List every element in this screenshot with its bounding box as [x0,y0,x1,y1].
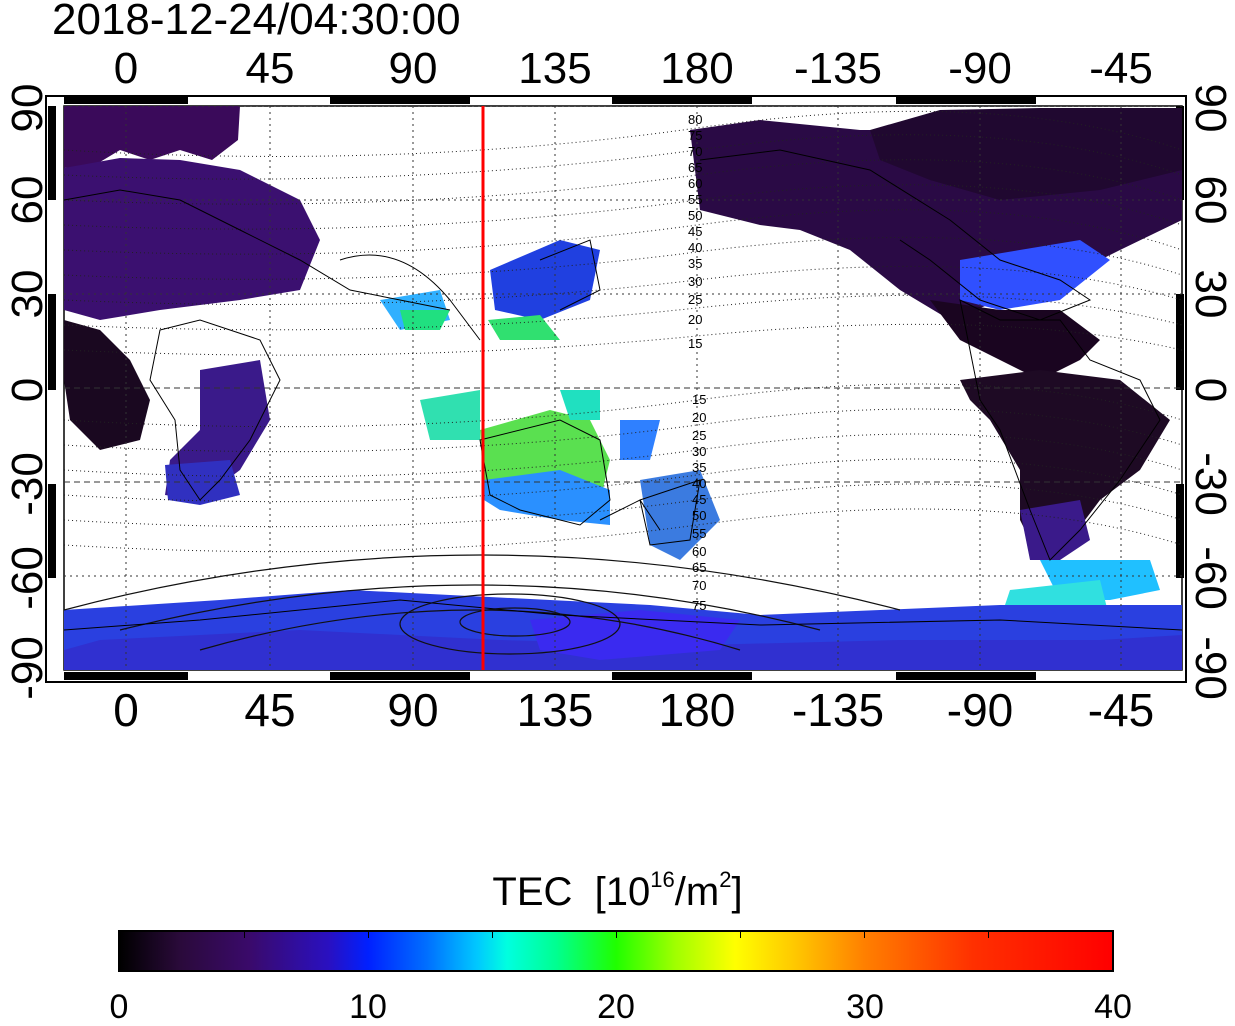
north-contour-labels: 80 75 70 65 60 55 50 45 40 35 30 25 20 1… [688,112,702,351]
top-lon-tick: 180 [660,44,734,93]
contour-label: 35 [688,256,702,271]
top-lon-tick: 135 [518,44,592,93]
colorbar-tick [368,932,369,938]
colorbar [118,930,1114,972]
top-lon-tick: -90 [948,44,1012,93]
colorbar-unit-exp1: 16 [650,867,675,892]
bottom-lon-tick: -45 [1087,684,1155,736]
contour-label: 55 [692,526,706,541]
contour-label: 30 [692,444,706,459]
contour-label: 15 [692,392,706,407]
bottom-lon-tick: -135 [791,684,885,736]
colorbar-tick [988,932,989,938]
contour-label: 50 [688,208,702,223]
contour-label: 45 [688,224,702,239]
colorbar-label: 40 [1094,988,1132,1026]
contour-label: 65 [688,160,702,175]
colorbar-variable: TEC [492,870,573,914]
colorbar-tick [244,932,245,938]
contour-label: 55 [688,192,702,207]
contour-label: 80 [688,112,702,127]
timestamp-title: 2018-12-24/04:30:00 [52,0,461,44]
contour-label: 75 [692,598,706,613]
colorbar-label: 10 [349,988,387,1026]
bottom-lon-tick: 90 [387,684,439,736]
top-lon-tick: -135 [793,44,883,93]
top-lon-tick: 45 [245,44,295,93]
bottom-lon-tick: 0 [113,684,139,736]
colorbar-title: TEC [1016/m2] [0,868,1235,916]
contour-label: 30 [688,274,702,289]
contour-label: 50 [692,508,706,523]
colorbar-unit-end: ] [731,870,743,914]
bottom-lon-tick: 180 [658,684,736,736]
contour-label: 70 [688,144,702,159]
contour-label: 40 [688,240,702,255]
south-contour-labels: 15 20 25 30 35 40 45 50 55 60 65 70 75 [692,392,706,613]
colorbar-label: 0 [109,988,129,1026]
south-pole-contours [64,554,901,655]
contour-label: 70 [692,578,706,593]
contour-label: 20 [692,410,706,425]
contour-label: 45 [692,492,706,507]
contour-label: 35 [692,460,706,475]
contour-label: 25 [688,292,702,307]
coastlines [64,149,1182,631]
contour-label: 40 [692,476,706,491]
colorbar-tick [492,932,493,938]
graticule [64,106,1182,670]
contour-label: 75 [688,128,702,143]
bottom-lon-tick: -90 [946,684,1014,736]
colorbar-tick [740,932,741,938]
colorbar-unit-mid: /m [674,870,720,914]
tec-map: 80 75 70 65 60 55 50 45 40 35 30 25 20 1… [45,95,1187,683]
colorbar-unit-base: [10 [594,870,651,914]
top-lon-tick: 0 [113,44,139,93]
bottom-lon-tick: 45 [244,684,296,736]
contour-label: 15 [688,336,702,351]
contour-label: 65 [692,560,706,575]
top-lon-tick: -45 [1089,44,1153,93]
contour-label: 60 [688,176,702,191]
contour-label: 60 [692,544,706,559]
bottom-lon-tick: 135 [516,684,594,736]
colorbar-unit-exp2: 2 [719,867,732,892]
colorbar-label: 30 [846,988,884,1026]
colorbar-label: 20 [597,988,635,1026]
top-lon-tick: 90 [388,44,438,93]
tec-data-regions [64,106,1182,670]
contour-label: 20 [688,312,702,327]
colorbar-tick [616,932,617,938]
contour-label: 25 [692,428,706,443]
colorbar-tick [864,932,865,938]
